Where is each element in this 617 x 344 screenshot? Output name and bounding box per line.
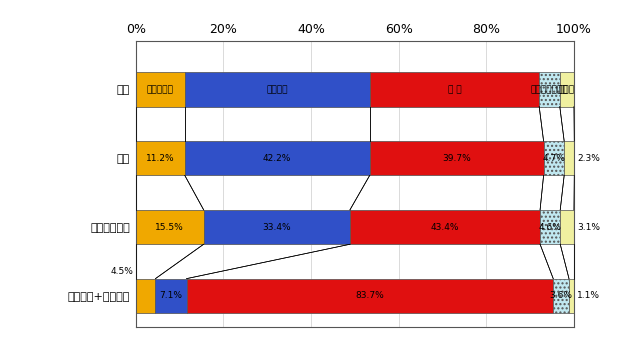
Text: その他: その他 <box>559 85 575 94</box>
Text: 7.1%: 7.1% <box>160 291 183 300</box>
Bar <box>540 210 560 244</box>
Text: 83.7%: 83.7% <box>355 291 384 300</box>
Bar <box>544 141 564 175</box>
Text: 3.6%: 3.6% <box>550 291 573 300</box>
Bar <box>370 141 544 175</box>
Bar <box>564 141 574 175</box>
Text: 大通周辺: 大通周辺 <box>267 85 288 94</box>
Text: 15.5%: 15.5% <box>155 223 184 232</box>
Bar <box>553 279 569 313</box>
Text: 1.1%: 1.1% <box>578 291 600 300</box>
Text: 4.6%: 4.6% <box>539 223 561 232</box>
Bar <box>370 72 539 107</box>
Text: 39.7%: 39.7% <box>442 154 471 163</box>
Text: 43.4%: 43.4% <box>431 223 459 232</box>
Text: 都心に行かない: 都心に行かない <box>531 85 568 94</box>
Bar <box>204 210 350 244</box>
Bar <box>136 279 155 313</box>
Bar <box>560 210 574 244</box>
Text: 4.5%: 4.5% <box>110 267 133 276</box>
Bar <box>350 210 540 244</box>
Bar <box>136 72 185 107</box>
Text: 両 方: 両 方 <box>447 85 462 94</box>
Bar <box>560 72 574 107</box>
Text: 2.3%: 2.3% <box>578 154 600 163</box>
Bar <box>186 279 553 313</box>
Text: 3.1%: 3.1% <box>578 223 600 232</box>
Bar <box>539 72 560 107</box>
Bar <box>155 279 186 313</box>
Text: 33.4%: 33.4% <box>262 223 291 232</box>
Text: 42.2%: 42.2% <box>263 154 291 163</box>
Text: 11.2%: 11.2% <box>146 154 175 163</box>
Text: 4.7%: 4.7% <box>542 154 565 163</box>
Bar <box>136 210 204 244</box>
Bar <box>185 141 370 175</box>
Text: 札幌駅周辺: 札幌駅周辺 <box>147 85 174 94</box>
Bar <box>185 72 370 107</box>
Bar <box>569 279 574 313</box>
Bar <box>136 141 185 175</box>
